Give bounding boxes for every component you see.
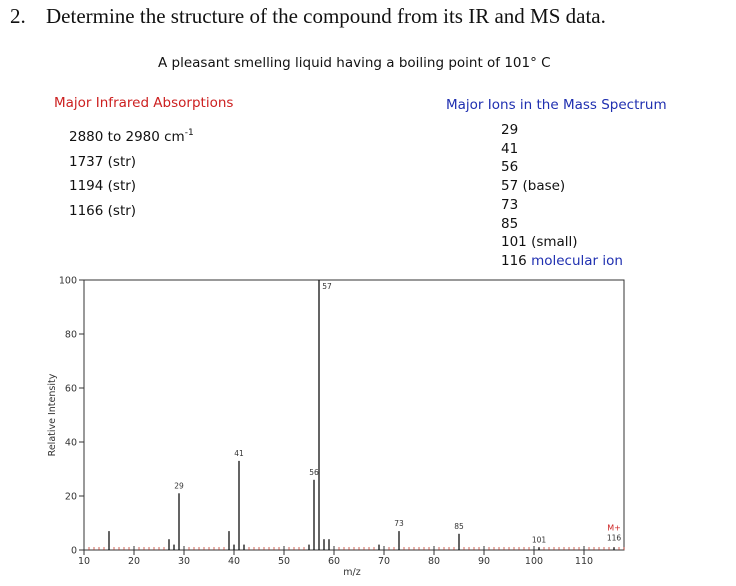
peak-label: 116: [607, 533, 622, 542]
ms-item: 73: [501, 196, 519, 213]
problem-number: 2.: [10, 4, 26, 28]
peak-label: 85: [454, 522, 464, 531]
y-axis-label: Relative Intensity: [47, 373, 58, 456]
x-tick-label: 110: [575, 556, 593, 567]
ms-ion-list: 29 41 56 57 (base) 73 85 101 (small) 116…: [501, 121, 623, 271]
peak-label: 101: [532, 535, 547, 544]
ms-item: 29: [501, 122, 519, 138]
ir-absorption-list: 2880 to 2980 cm-1 1737 (str) 1194 (str) …: [69, 121, 194, 224]
x-tick-label: 80: [428, 556, 440, 567]
y-tick-label: 100: [59, 276, 77, 287]
y-tick-label: 40: [65, 438, 77, 449]
ir-unit-exponent: -1: [184, 128, 194, 138]
ir-item: 1737 (str): [69, 153, 137, 170]
problem-text: Determine the structure of the compound …: [46, 4, 606, 28]
x-tick-label: 90: [478, 556, 490, 567]
x-tick-label: 50: [278, 556, 290, 567]
y-tick-label: 80: [65, 330, 77, 341]
peak-label: 41: [234, 449, 244, 458]
molecular-ion-marker: M+: [607, 523, 621, 532]
peak-label: 57: [322, 282, 332, 291]
plot-frame: [83, 279, 625, 551]
peak-label: 56: [309, 468, 319, 477]
x-axis-label: m/z: [343, 567, 360, 578]
base-peak-note: (base): [522, 178, 566, 195]
x-tick-label: 60: [328, 556, 340, 567]
molecular-ion-note: molecular ion: [531, 252, 623, 269]
x-tick-label: 30: [178, 556, 190, 567]
peak-label: 73: [394, 519, 404, 528]
y-tick-label: 60: [65, 384, 77, 395]
x-tick-label: 70: [378, 556, 390, 567]
small-peak-note: (small): [531, 234, 578, 251]
ms-item: 101 (small): [501, 234, 578, 251]
compound-description: A pleasant smelling liquid having a boil…: [158, 55, 551, 71]
y-tick-label: 20: [65, 492, 77, 503]
ms-item: 85: [501, 215, 519, 232]
ms-heading: Major Ions in the Mass Spectrum: [446, 97, 667, 113]
x-tick-label: 10: [78, 556, 90, 567]
ir-item: 1166 (str): [69, 203, 137, 220]
peak-label: 29: [174, 481, 184, 490]
ms-item: 41: [501, 140, 519, 157]
mass-spectrum-chart: 0 20 40 60 80 100 10 20 30 40 50 60 70 80 90 100 110 m/z R…: [47, 276, 625, 578]
y-tick-label: 0: [71, 546, 77, 557]
x-tick-label: 20: [128, 556, 140, 567]
ir-heading: Major Infrared Absorptions: [54, 95, 234, 111]
problem-statement: 2. Determine the structure of the compoun…: [10, 4, 606, 29]
x-tick-label: 100: [525, 556, 543, 567]
ms-item: 57 (base): [501, 178, 566, 195]
ir-item: 1194 (str): [69, 178, 137, 195]
ir-item: 2880 to 2980 cm-1: [69, 128, 194, 145]
ms-item: 56: [501, 159, 519, 176]
ms-item: 116 molecular ion: [501, 252, 623, 269]
x-tick-label: 40: [228, 556, 240, 567]
